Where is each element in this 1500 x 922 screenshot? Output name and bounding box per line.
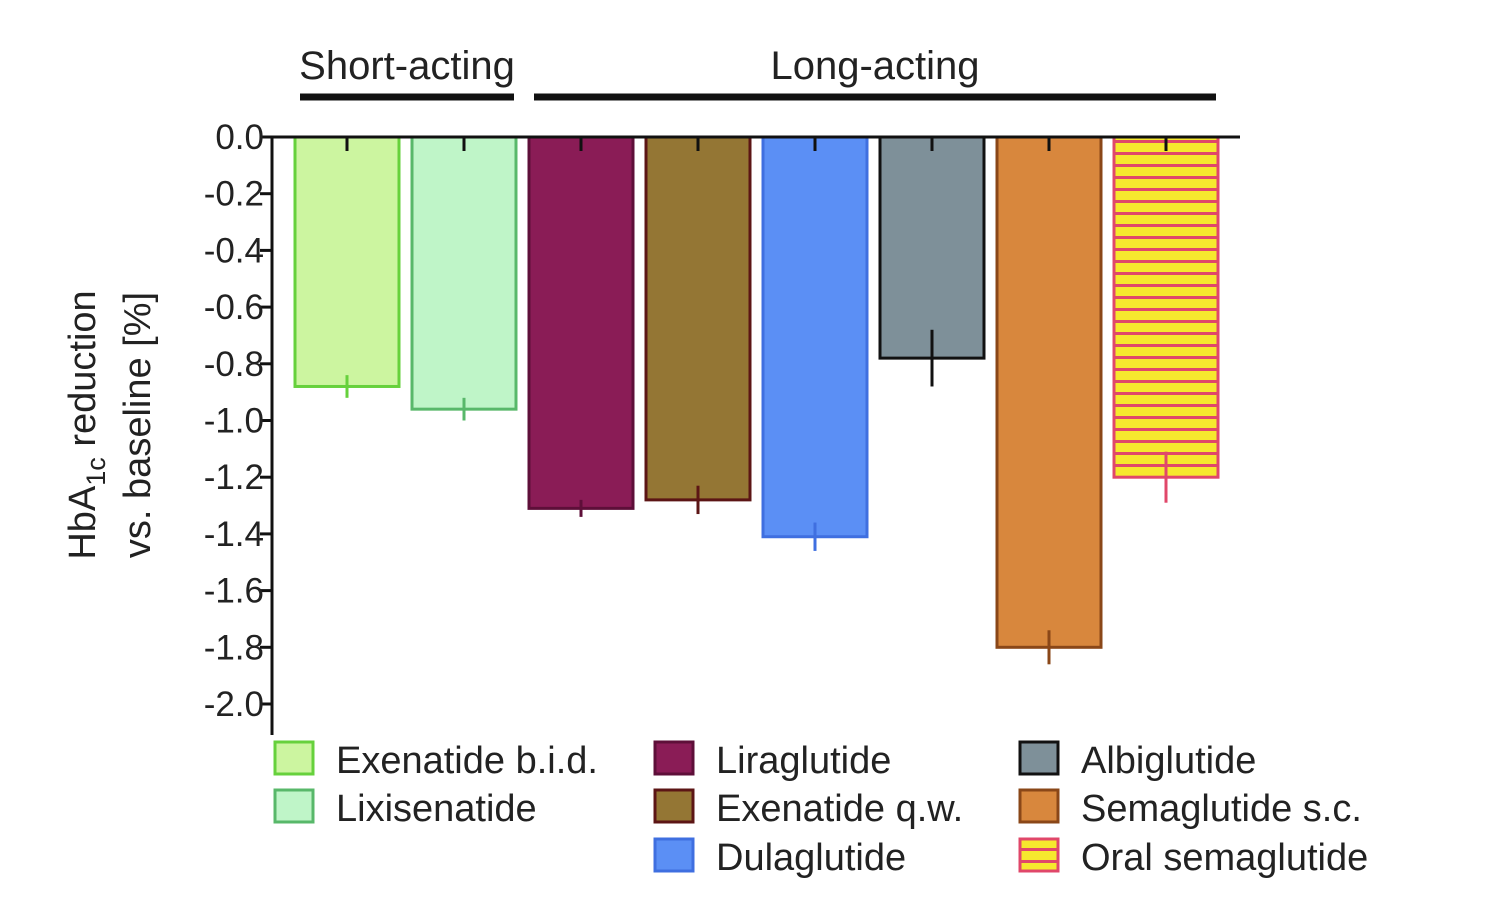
y-tick-label-6: -1.2 xyxy=(204,458,264,497)
y-axis-label-suffix: reduction xyxy=(62,290,104,457)
y-tick-label-2: -0.4 xyxy=(204,231,264,270)
legend-label-1: Lixisenatide xyxy=(336,788,537,830)
y-axis-label-line2: vs. baseline [%] xyxy=(117,292,159,558)
bar-6 xyxy=(995,135,1103,649)
legend-label-0: Exenatide b.i.d. xyxy=(336,740,598,782)
bar-0 xyxy=(293,135,401,388)
y-axis-label-subscript: 1c xyxy=(81,457,111,486)
y-tick-label-3: -0.6 xyxy=(204,288,264,327)
legend-swatch-5 xyxy=(1018,740,1060,776)
legend-swatch-3 xyxy=(653,788,695,824)
bar-4 xyxy=(761,135,869,539)
y-tick-label-0: 0.0 xyxy=(215,118,264,157)
bar-1 xyxy=(410,135,518,411)
group-label-1: Long-acting xyxy=(770,44,979,88)
y-tick-label-10: -2.0 xyxy=(204,685,264,724)
legend-swatch-4 xyxy=(653,837,695,873)
y-tick-label-7: -1.4 xyxy=(204,515,264,554)
bar-3 xyxy=(644,135,752,502)
legend-swatch-7 xyxy=(1018,837,1060,873)
legend-swatch-1 xyxy=(273,788,315,824)
y-tick-label-4: -0.8 xyxy=(204,345,264,384)
error-bars xyxy=(345,329,1168,665)
legend-label-7: Oral semaglutide xyxy=(1081,837,1368,879)
y-tick-label-9: -1.8 xyxy=(204,628,264,667)
legend-swatch-2 xyxy=(653,740,695,776)
legend-label-5: Albiglutide xyxy=(1081,740,1256,782)
y-tick-label-5: -1.0 xyxy=(204,402,264,441)
group-label-0: Short-acting xyxy=(299,44,515,88)
legend-swatch-6 xyxy=(1018,788,1060,824)
y-axis-label-prefix: HbA xyxy=(62,485,104,560)
bar-5 xyxy=(878,135,986,360)
legend-label-6: Semaglutide s.c. xyxy=(1081,788,1362,830)
legend: Exenatide b.i.d. Lixisenatide Liraglutide E… xyxy=(273,740,1368,879)
axes: 0.0 -0.2 -0.4 -0.6 -0.8 -1.0 -1.2 -1.4 -1.6 -1.8 -… xyxy=(204,118,1240,735)
group-brackets: Short-acting Long-acting xyxy=(299,44,1216,101)
y-tick-label-1: -0.2 xyxy=(204,175,264,214)
bar-2 xyxy=(527,135,635,510)
bars xyxy=(293,135,1220,649)
bar-7 xyxy=(1112,135,1220,479)
y-tick-label-8: -1.6 xyxy=(204,572,264,611)
y-axis-label: HbA1c reduction xyxy=(62,290,111,559)
legend-label-4: Dulaglutide xyxy=(716,837,906,879)
legend-swatch-0 xyxy=(273,740,315,776)
legend-label-3: Exenatide q.w. xyxy=(716,788,963,830)
legend-label-2: Liraglutide xyxy=(716,740,891,782)
